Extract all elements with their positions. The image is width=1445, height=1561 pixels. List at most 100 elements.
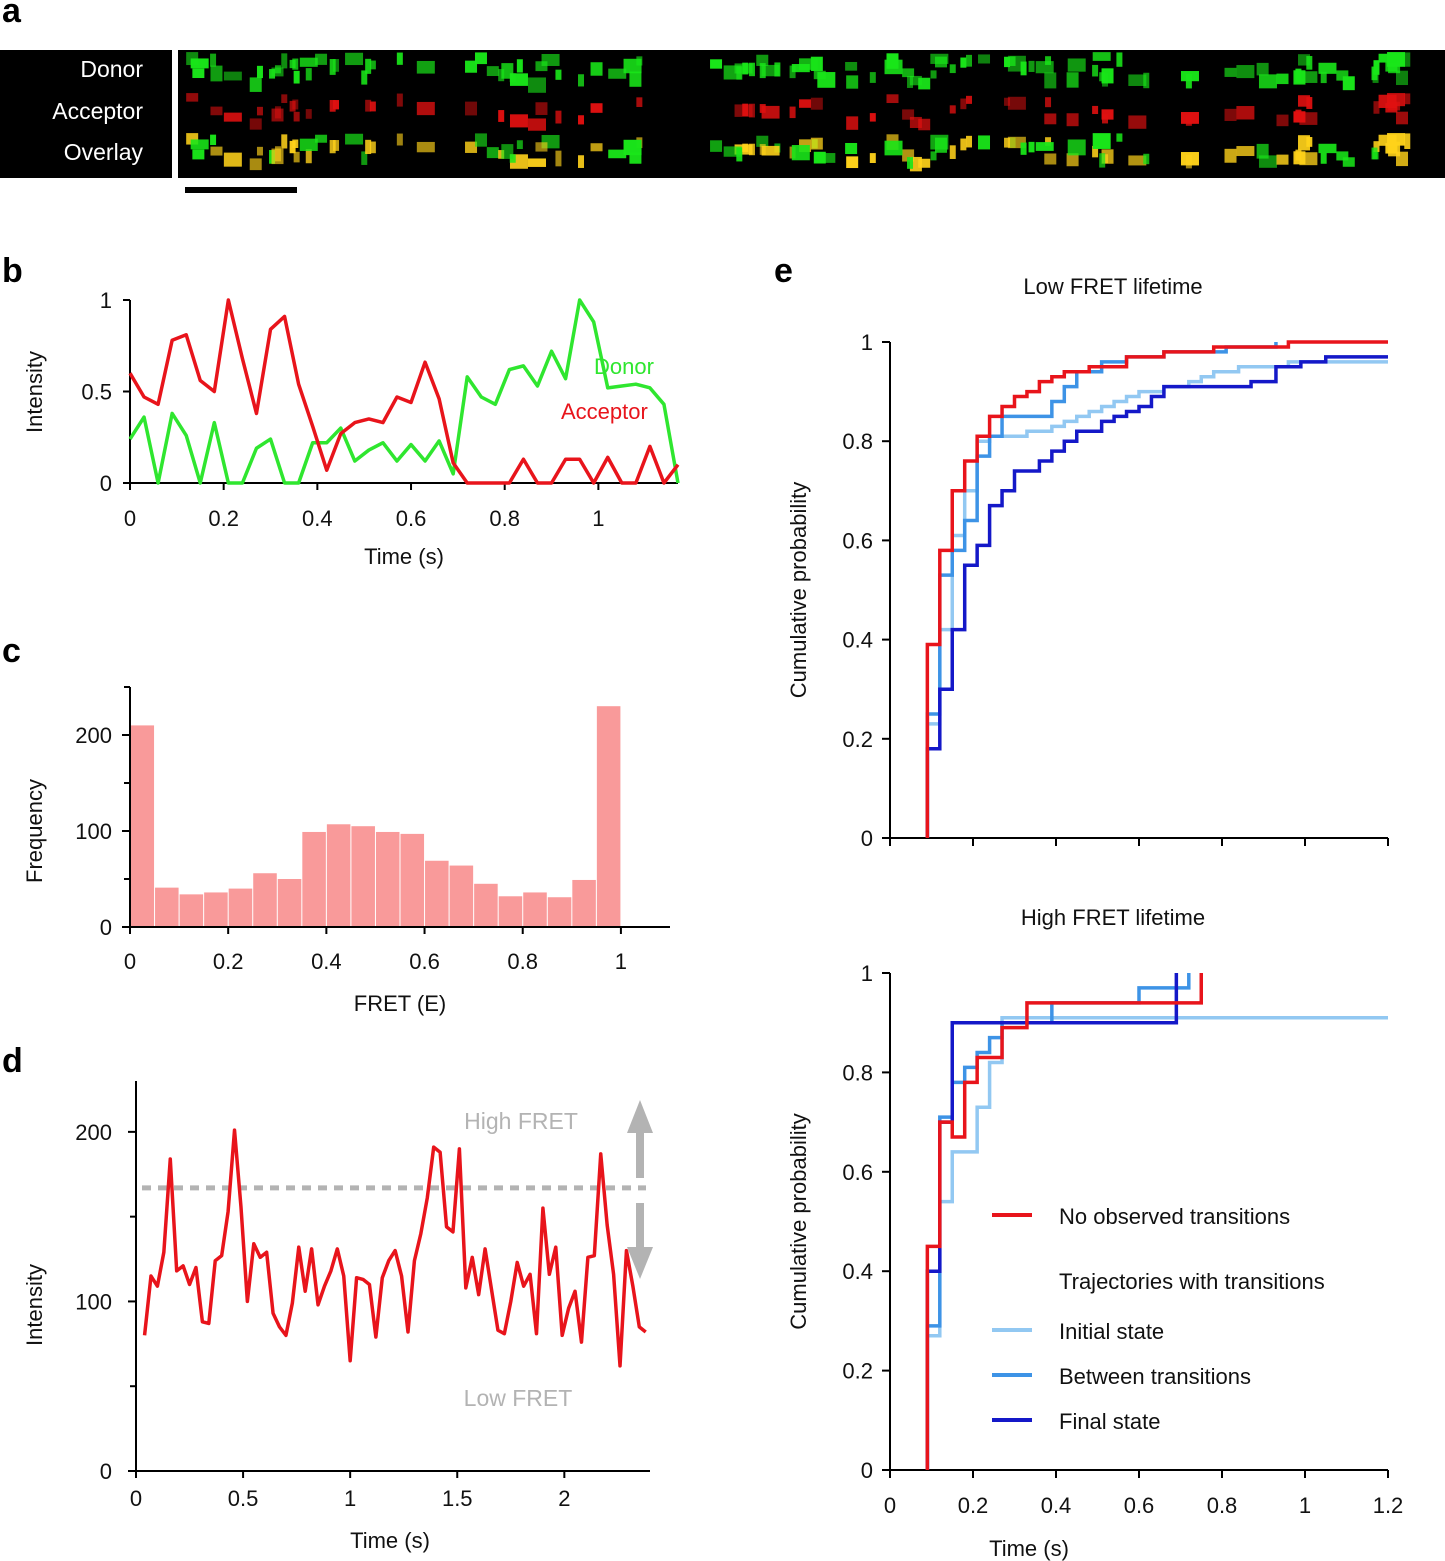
x-axis-label: Time (s)	[989, 1536, 1069, 1561]
overlay-spot	[190, 139, 209, 150]
overlay-spot	[1099, 153, 1106, 168]
acceptor-spot	[1102, 114, 1109, 124]
x-tick-label: 1	[615, 949, 627, 974]
y-tick-label: 0.5	[81, 380, 112, 405]
overlay-spot	[629, 152, 642, 164]
overlay-spot	[1007, 136, 1026, 149]
acceptor-spot	[1180, 112, 1199, 124]
acceptor-spot	[960, 98, 967, 110]
overlay-spot	[528, 158, 547, 167]
donor-spot	[192, 68, 205, 79]
acceptor-spot	[498, 110, 505, 122]
row-label-overlay: Overlay	[64, 139, 144, 165]
image-separator	[172, 50, 178, 178]
donor-spot	[1295, 68, 1302, 83]
donor-spot	[978, 54, 991, 64]
series-label-donor: Donor	[594, 354, 654, 379]
x-tick-label: 0	[124, 506, 136, 531]
donor-spot	[907, 76, 914, 88]
donor-spot	[535, 61, 548, 72]
overlay-spot	[623, 139, 642, 156]
donor-spot	[329, 59, 336, 75]
acceptor-spot	[1224, 108, 1237, 121]
overlay-spot	[365, 139, 372, 155]
panel-letter-e: e	[774, 252, 793, 290]
donor-spot	[846, 75, 859, 89]
overlay-spot	[1276, 154, 1289, 165]
donor-spot	[345, 52, 364, 66]
up-arrow-head	[627, 1100, 653, 1133]
x-tick-label: 0.8	[507, 949, 538, 974]
overlay-spot	[396, 133, 403, 146]
x-tick-label: 0.2	[958, 1493, 989, 1518]
y-tick-label: 0	[861, 1458, 873, 1483]
cdf-line-no-observed-transitions	[925, 973, 1203, 1470]
overlay-spot	[486, 147, 499, 159]
panel-e-top-chart: Low FRET lifetime 0 0.2 0.4 0.6 0.8 1 Cumulativ…	[786, 274, 1389, 851]
overlay-spot	[791, 145, 810, 161]
donor-spot	[723, 65, 742, 80]
overlay-spot	[1320, 152, 1327, 164]
acceptor-spot	[902, 109, 915, 120]
y-tick-label: 100	[75, 1289, 112, 1314]
donor-spot	[249, 77, 262, 92]
donor-spot	[1143, 72, 1150, 89]
donor-spot	[902, 68, 915, 78]
overlay-spot	[756, 135, 769, 147]
y-tick-label: 0.2	[842, 727, 873, 752]
donor-spot	[486, 66, 499, 77]
overlay-spot	[516, 140, 523, 150]
overlay-spot	[333, 140, 340, 151]
y-tick-label: 0.4	[842, 1259, 873, 1284]
y-tick-label: 1	[861, 330, 873, 355]
histogram-bar	[449, 865, 474, 927]
donor-spot	[1378, 53, 1397, 63]
x-axis-label: Time (s)	[364, 544, 444, 569]
donor-spot	[949, 64, 956, 74]
overlay-spot	[1045, 137, 1052, 146]
overlay-spot	[949, 145, 956, 159]
overlay-spot	[1404, 133, 1411, 149]
overlay-spot	[978, 135, 991, 150]
acceptor-spot	[1007, 96, 1026, 110]
x-tick-label: 0.5	[228, 1486, 259, 1511]
acceptor-spot	[742, 103, 749, 117]
donor-spot	[884, 59, 903, 75]
histogram-bar	[204, 892, 228, 927]
donor-spot	[578, 74, 585, 87]
x-tick-label: 0.2	[213, 949, 244, 974]
overlay-spot	[930, 151, 937, 161]
acceptor-spot	[1396, 111, 1409, 125]
histogram-bar	[326, 824, 351, 927]
histogram-bar	[425, 860, 449, 927]
acceptor-spot	[578, 115, 585, 125]
acceptor-spot	[949, 105, 956, 114]
panel-letter-c: c	[2, 632, 21, 670]
overlay-spot	[299, 138, 318, 151]
chart-title: High FRET lifetime	[1021, 905, 1205, 930]
donor-spot	[742, 62, 749, 75]
scale-bar	[185, 187, 297, 193]
overlay-spot	[723, 146, 742, 157]
x-tick-label: 0.4	[302, 506, 333, 531]
overlay-spot	[210, 134, 217, 146]
cdf-line-initial-state	[925, 1015, 1388, 1470]
overlay-spot	[966, 135, 973, 148]
acceptor-spot	[810, 97, 823, 110]
y-tick-label: 0	[100, 471, 112, 496]
donor-spot	[710, 59, 723, 69]
overlay-spot	[1044, 153, 1057, 165]
histogram-bar	[155, 887, 179, 927]
panel-letter-a: a	[2, 0, 22, 30]
acceptor-spot	[396, 93, 403, 107]
overlay-spot	[345, 133, 364, 145]
panel-b-chart: 0 0.2 0.4 0.6 0.8 1 0 0.5 1 Time (s) Intensity Dono…	[22, 288, 680, 569]
donor-spot	[474, 52, 487, 65]
donor-spot	[817, 72, 836, 88]
overlay-spot	[256, 146, 263, 156]
overlay-spot	[223, 152, 242, 167]
acceptor-spot	[369, 101, 376, 112]
overlay-spot	[907, 157, 914, 169]
donor-spot	[1035, 61, 1054, 74]
y-tick-label: 200	[75, 1120, 112, 1145]
